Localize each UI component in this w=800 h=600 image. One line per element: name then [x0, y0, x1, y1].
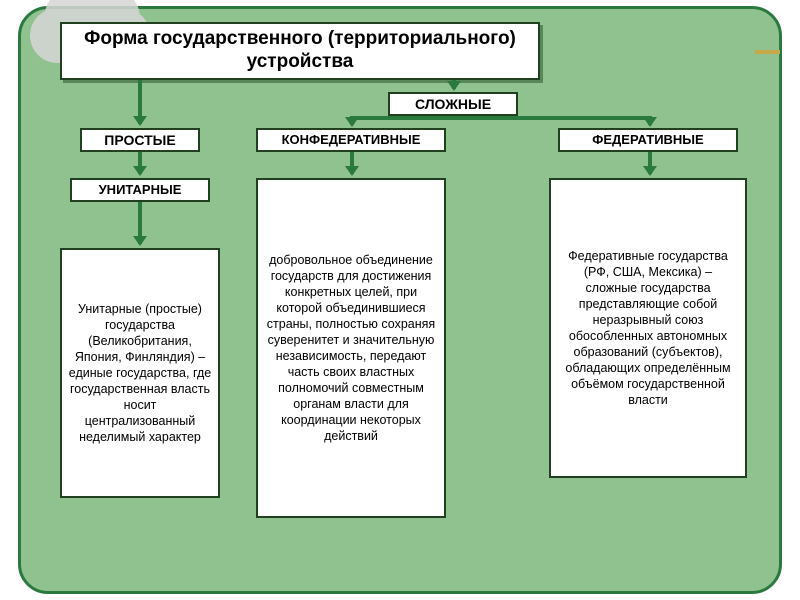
desc-unitary: Унитарные (простые) государства (Великоб…	[60, 248, 220, 498]
label-unitary-text: УНИТАРНЫЕ	[99, 182, 182, 198]
label-feder-text: ФЕДЕРАТИВНЫЕ	[592, 132, 703, 148]
arrow-complex-confed	[350, 116, 354, 125]
arrow-feder-desc	[648, 152, 652, 174]
tbar-complex	[350, 116, 650, 120]
desc-confed-text: добровольное объединение государств для …	[264, 252, 438, 444]
label-complex-text: СЛОЖНЫЕ	[415, 96, 491, 113]
desc-unitary-text: Унитарные (простые) государства (Великоб…	[68, 301, 212, 445]
canvas: Форма государственного (территориального…	[0, 0, 800, 600]
arrow-title-simple	[138, 80, 142, 124]
desc-confederative: добровольное объединение государств для …	[256, 178, 446, 518]
arrow-complex-feder	[648, 116, 652, 125]
label-complex: СЛОЖНЫЕ	[388, 92, 518, 116]
label-unitary: УНИТАРНЫЕ	[70, 178, 210, 202]
accent-dash	[755, 50, 780, 54]
arrow-title-complex	[452, 80, 456, 89]
desc-federative: Федеративные государства (РФ, США, Мекси…	[549, 178, 747, 478]
arrow-unitary-desc	[138, 202, 142, 244]
title-text: Форма государственного (территориального…	[62, 28, 538, 74]
label-confed-text: КОНФЕДЕРАТИВНЫЕ	[282, 132, 421, 148]
label-confederative: КОНФЕДЕРАТИВНЫЕ	[256, 128, 446, 152]
label-simple: ПРОСТЫЕ	[80, 128, 200, 152]
arrow-simple-unitary	[138, 152, 142, 174]
label-federative: ФЕДЕРАТИВНЫЕ	[558, 128, 738, 152]
arrow-confed-desc	[350, 152, 354, 174]
desc-feder-text: Федеративные государства (РФ, США, Мекси…	[557, 248, 739, 408]
label-simple-text: ПРОСТЫЕ	[104, 132, 175, 149]
title-box: Форма государственного (территориального…	[60, 22, 540, 80]
